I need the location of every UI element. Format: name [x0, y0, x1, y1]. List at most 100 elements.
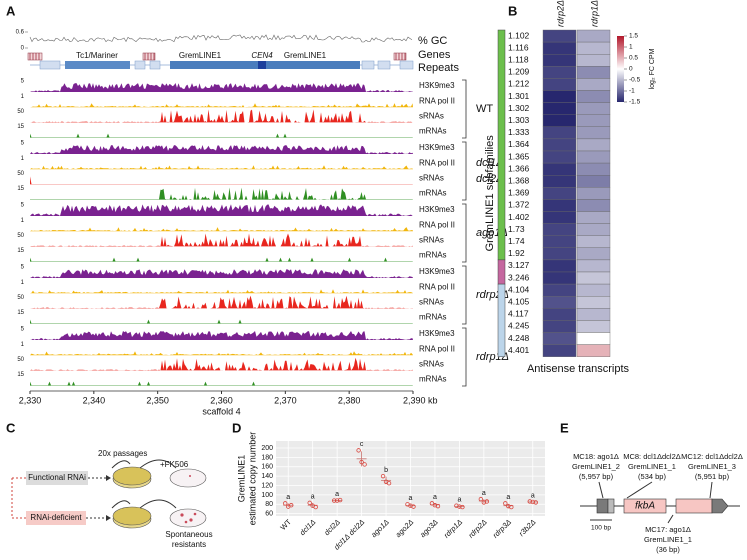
data-point — [533, 500, 538, 505]
track-label: H3K9me3 — [419, 81, 455, 90]
y-tick-label: 200 — [261, 445, 273, 452]
signal-track — [30, 176, 413, 185]
heat-cell — [576, 90, 611, 103]
data-point — [380, 473, 386, 479]
heat-cell — [542, 247, 577, 261]
track-label: H3K9me3 — [419, 267, 455, 276]
significance-letter: b — [384, 467, 388, 474]
signal-track — [30, 227, 413, 232]
heat-cell — [542, 271, 577, 285]
signal-track — [30, 257, 413, 262]
x-tick-label: rdrp2Δ — [466, 517, 488, 539]
track-label: RNA pol II — [419, 344, 455, 353]
x-axis-label: Antisense transcripts — [527, 363, 630, 375]
gene-box — [675, 498, 713, 514]
insertion-label: (5,957 bp) — [579, 472, 614, 481]
signal-track — [30, 269, 413, 278]
row-label: 1.333 — [508, 127, 530, 137]
heat-cell — [542, 296, 577, 309]
insertion-label: MC18: ago1Δ — [573, 452, 619, 461]
significance-letter: a — [335, 491, 339, 498]
panel-c: C 20x passages +FK506 Functional RNAi RN… — [6, 420, 213, 549]
significance-letter: a — [482, 490, 486, 497]
gene-bar — [65, 61, 130, 69]
heat-cell — [576, 102, 611, 115]
row-label: 4.104 — [508, 284, 530, 294]
significance-letter: a — [531, 492, 535, 499]
track-scale: 1 — [21, 280, 25, 286]
track-scale: 15 — [17, 248, 24, 254]
heat-cell — [576, 41, 611, 55]
track-label: H3K9me3 — [419, 329, 455, 338]
row-label: 1.73 — [508, 224, 525, 234]
significance-letter: a — [506, 494, 510, 501]
data-point — [334, 498, 340, 503]
group-bracket — [462, 79, 467, 139]
heat-cell — [576, 308, 611, 321]
insertion-label: GremLINE1_1 — [628, 462, 676, 471]
colorbar-tick-label: -1 — [629, 88, 635, 95]
heat-cell — [576, 66, 611, 79]
x-axis-label: scaffold 4 — [202, 406, 240, 416]
row-label: 4.245 — [508, 321, 530, 331]
x-tick-label: 2,380 — [338, 395, 361, 405]
row-label: 1.92 — [508, 248, 525, 258]
x-tick-label: dcl1Δ — [298, 517, 318, 537]
heat-cell — [576, 259, 611, 273]
data-point — [527, 499, 532, 504]
signal-track — [30, 204, 413, 216]
track-label: RNA pol II — [419, 282, 455, 291]
heat-cell — [576, 211, 611, 224]
data-point — [503, 501, 508, 506]
track-label: mRNAs — [419, 127, 447, 136]
colorbar-tick-label: 0.5 — [629, 55, 638, 62]
data-point — [359, 459, 364, 465]
row-label: 1.209 — [508, 67, 530, 77]
significance-letter: a — [433, 494, 437, 501]
data-point — [460, 504, 465, 510]
y-tick-label: 100 — [261, 492, 273, 499]
signal-track — [30, 187, 413, 200]
subfamily-bar — [497, 29, 506, 261]
significance-letter: a — [286, 494, 290, 501]
heat-cell — [576, 162, 611, 176]
track-scale: 1 — [21, 218, 25, 224]
signal-track — [30, 165, 413, 170]
row-label: 3.246 — [508, 272, 530, 282]
heat-cell — [542, 126, 577, 140]
heat-cell — [576, 247, 611, 261]
track-label: RNA pol II — [419, 220, 455, 229]
track-scale: 50 — [17, 171, 24, 177]
heat-cell — [542, 211, 577, 224]
track-label: % GC — [418, 35, 447, 47]
heat-cell — [576, 138, 611, 152]
x-tick-label: 2,350 — [146, 395, 169, 405]
insertion-label: GremLINE1_2 — [572, 462, 620, 471]
heat-cell — [576, 223, 611, 236]
data-point — [289, 503, 294, 508]
data-point — [429, 501, 435, 506]
repeat-box — [377, 60, 391, 70]
track-scale: 1 — [21, 94, 25, 100]
signal-track — [30, 233, 413, 247]
insertion-label: MC17: ago1Δ — [645, 525, 691, 534]
group-label: dcl2Δ — [476, 173, 504, 185]
significance-letter: a — [311, 494, 315, 501]
track-label: H3K9me3 — [419, 205, 455, 214]
heat-cell — [576, 199, 611, 212]
signal-track — [30, 295, 413, 309]
row-label: 1.365 — [508, 151, 530, 161]
scale-label: 100 bp — [591, 525, 611, 532]
x-tick-label: 2,330 — [19, 395, 42, 405]
deficient-box — [26, 511, 86, 525]
track-scale: 50 — [17, 109, 24, 115]
track-scale: 15 — [17, 310, 24, 316]
x-tick-label: ago3Δ — [418, 517, 440, 539]
x-tick-label: 2,340 — [83, 395, 106, 405]
resistants-label: Spontaneous — [165, 530, 212, 539]
heat-cell — [542, 66, 577, 79]
track-label: mRNAs — [419, 189, 447, 198]
heat-cell — [542, 162, 577, 176]
track-scale: 5 — [21, 265, 25, 271]
x-tick-label: 2,360 — [210, 395, 233, 405]
